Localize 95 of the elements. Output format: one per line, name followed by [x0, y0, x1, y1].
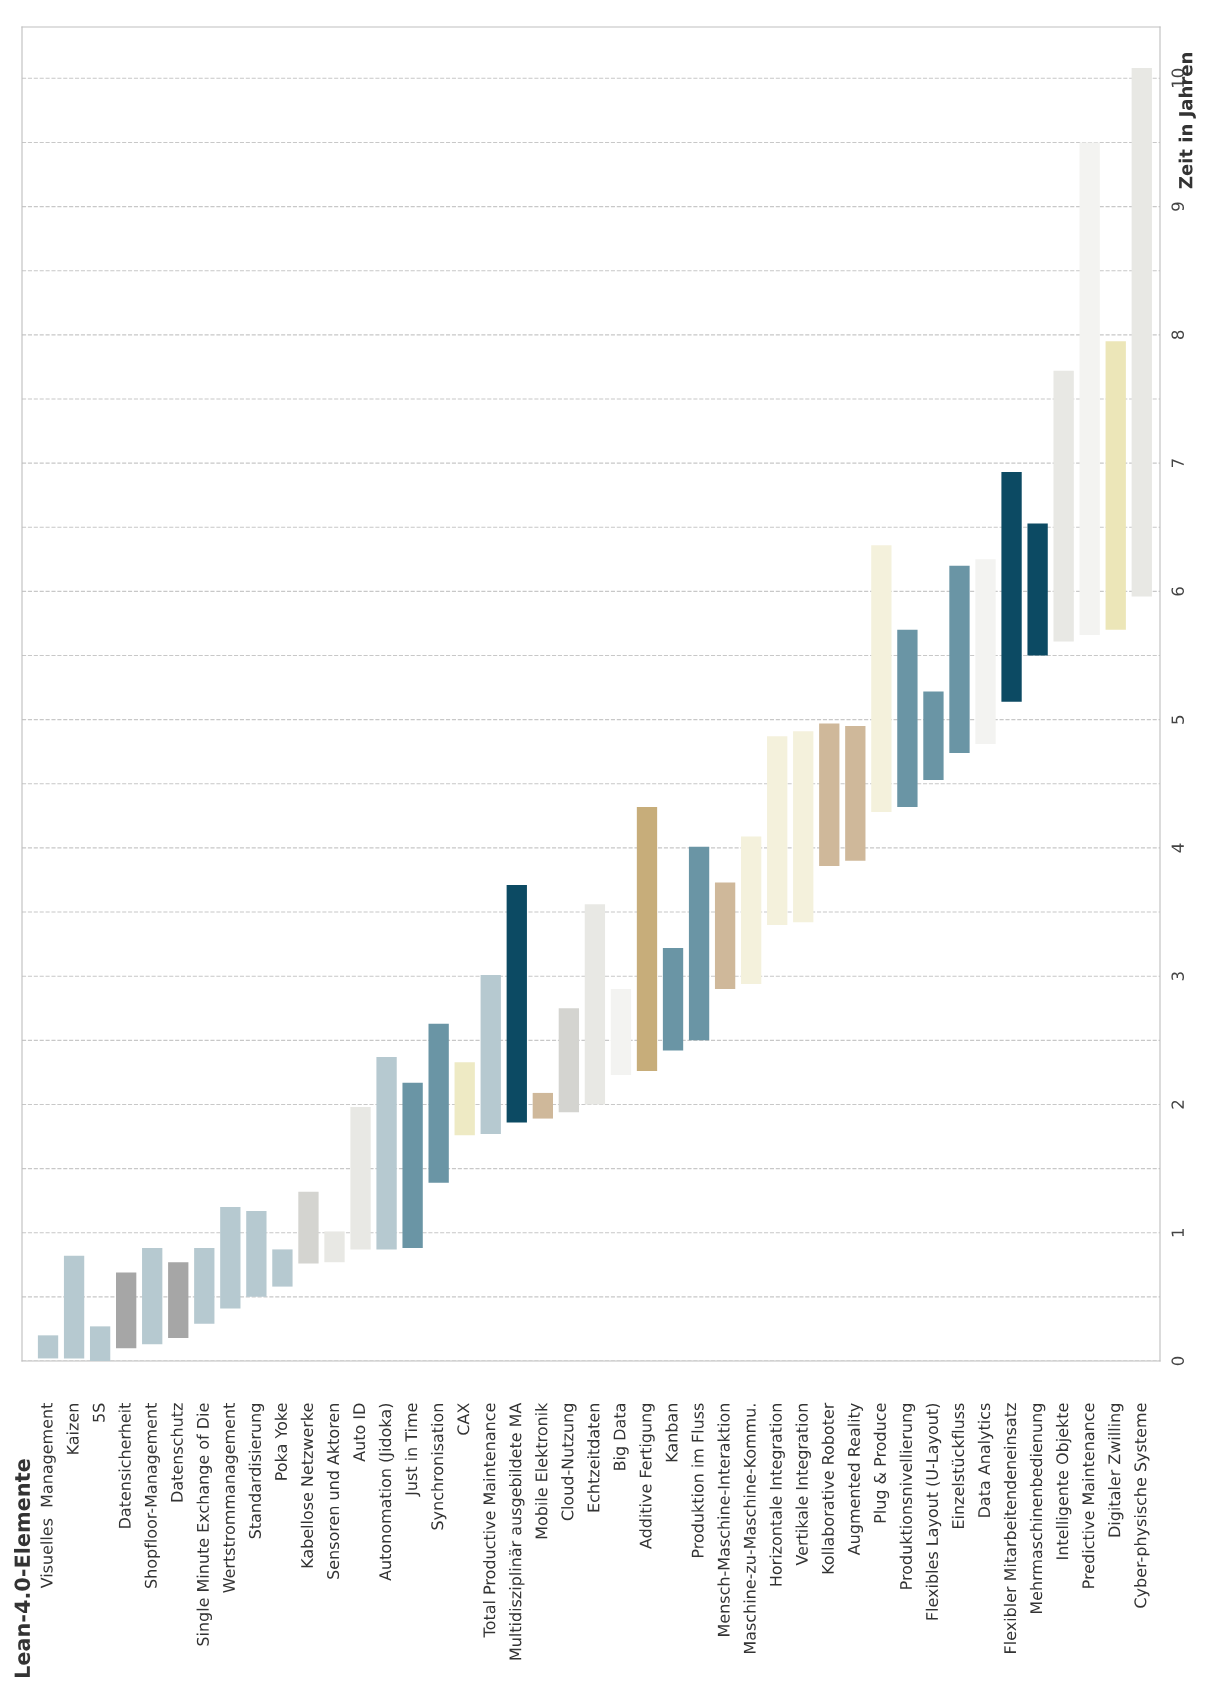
bar	[610, 989, 632, 1075]
bar	[402, 1082, 423, 1249]
x-tick-label: Vertikale Integration	[795, 1404, 811, 1566]
x-tick-label: Standardisierung	[248, 1404, 265, 1539]
x-tick-label: Augmented Reality	[847, 1403, 864, 1556]
x-tick-label: Cyber-physische Systeme	[1134, 1403, 1150, 1608]
x-tick-label: Mensch-Maschine-Interaktion	[717, 1404, 730, 1636]
bar	[688, 846, 710, 1041]
bar	[1105, 341, 1126, 630]
bar	[714, 882, 736, 990]
bar	[246, 1210, 267, 1297]
bar	[949, 565, 970, 753]
y-tick-label: 1	[1171, 1228, 1184, 1237]
y-tick-label: 0	[1171, 1356, 1185, 1366]
x-tick-label: Single Minute Exchange of Die	[196, 1403, 213, 1646]
bar	[871, 545, 892, 813]
x-tick-label: Plug & Produce	[873, 1403, 890, 1523]
x-tick-label: Flexibler Mitarbeitendeneinsatz	[1003, 1403, 1017, 1653]
y-tick-label: 7	[1171, 459, 1184, 468]
x-tick-label: Kanban	[665, 1404, 678, 1462]
x-tick-label: Maschine-zu-Maschine-Kommu.	[743, 1404, 756, 1654]
x-tick-label: Produktionsnivellierung	[899, 1404, 916, 1589]
bar	[506, 885, 527, 1123]
bar	[767, 736, 788, 925]
bar	[1027, 523, 1048, 656]
x-tick-label: CAX	[457, 1403, 470, 1435]
bar	[741, 836, 762, 984]
x-tick-label: Flexibles Layout (U-Layout)	[925, 1404, 942, 1620]
y-tick-label: 9	[1171, 202, 1185, 211]
x-tick-label: Poka Yoke	[274, 1403, 288, 1480]
x-tick-label: Sensoren und Aktoren	[326, 1404, 340, 1579]
bar	[923, 691, 944, 780]
x-tick-label: Just in Time	[404, 1403, 421, 1497]
x-tick-label: Mobile Elektronik	[535, 1402, 548, 1539]
bar	[272, 1249, 293, 1287]
bar	[168, 1262, 189, 1338]
bar	[845, 726, 866, 861]
bar	[793, 731, 814, 923]
bar	[1001, 472, 1022, 702]
x-tick-label: Horizontale Integration	[769, 1404, 785, 1586]
x-tick-label: Datensicherheit	[118, 1403, 131, 1528]
x-tick-label: Shopfloor-Management	[144, 1403, 160, 1588]
x-tick-label: Mehrmaschinenbedienung	[1029, 1404, 1046, 1614]
bar	[142, 1248, 163, 1345]
x-tick-label: Einzelstückfluss	[951, 1403, 965, 1528]
x-tick-label: Kabellose Netzwerke	[300, 1403, 314, 1568]
bar	[89, 1326, 111, 1361]
x-tick-label: Predictive Maintenance	[1081, 1403, 1095, 1588]
bar	[350, 1107, 371, 1250]
bar	[819, 723, 840, 866]
bar	[194, 1248, 215, 1324]
bar	[37, 1335, 59, 1359]
y-tick-label: 4	[1171, 843, 1184, 853]
bar	[220, 1207, 241, 1309]
bar	[116, 1272, 137, 1349]
bar	[975, 559, 996, 745]
bar	[636, 806, 658, 1072]
x-tick-label: Visuelles Management	[40, 1403, 56, 1589]
y-tick-label: 5	[1171, 715, 1185, 724]
y-tick-label: 8	[1171, 330, 1185, 340]
y-tick-label: 6	[1171, 587, 1185, 596]
x-tick-label: Produktion im Fluss	[691, 1403, 704, 1558]
y-tick-label: 2	[1171, 1100, 1184, 1109]
bar	[428, 1023, 449, 1183]
x-tick-label: Kollaborative Roboter	[821, 1402, 834, 1574]
x-tick-label: Total Productive Maintenance	[483, 1403, 496, 1638]
x-tick-label: Digitaler Zwilling	[1108, 1404, 1124, 1537]
text: Lean-4.0-Elemente	[14, 1459, 31, 1678]
bar	[480, 974, 501, 1134]
x-tick-label: Synchronisation	[430, 1404, 447, 1530]
bar	[897, 629, 918, 807]
x-tick-label: Kaizen	[66, 1404, 79, 1454]
x-tick-label: Datenschutz	[170, 1403, 183, 1502]
bar	[324, 1231, 345, 1263]
y-tick-label: 3	[1171, 972, 1185, 981]
bar	[584, 904, 606, 1105]
bar	[1131, 68, 1152, 597]
x-tick-label: Intelligente Objekte	[1055, 1403, 1072, 1559]
bar	[63, 1255, 85, 1359]
x-tick-label: Big Data	[613, 1404, 629, 1470]
bar	[662, 947, 684, 1051]
bar	[454, 1062, 475, 1136]
bar	[532, 1092, 553, 1119]
bar	[1053, 370, 1074, 642]
x-tick-label: Auto ID	[353, 1403, 366, 1462]
x-tick-label: Additive Fertigung	[639, 1404, 655, 1549]
x-tick-label: Cloud-Nutzung	[561, 1404, 577, 1521]
x-tick-label: Autonomation (Jidoka)	[378, 1404, 395, 1581]
x-tick-label: Wertstrommanagement	[223, 1403, 239, 1593]
x-tick-label: Echtzeitdaten	[587, 1404, 600, 1512]
x-tick-label: Data Analytics	[977, 1403, 994, 1517]
bar	[1079, 142, 1100, 635]
x-tick-label: 5S	[92, 1403, 105, 1422]
x-tick-label: Multidisziplinär ausgebildete MA	[509, 1402, 525, 1660]
bar	[376, 1057, 397, 1250]
